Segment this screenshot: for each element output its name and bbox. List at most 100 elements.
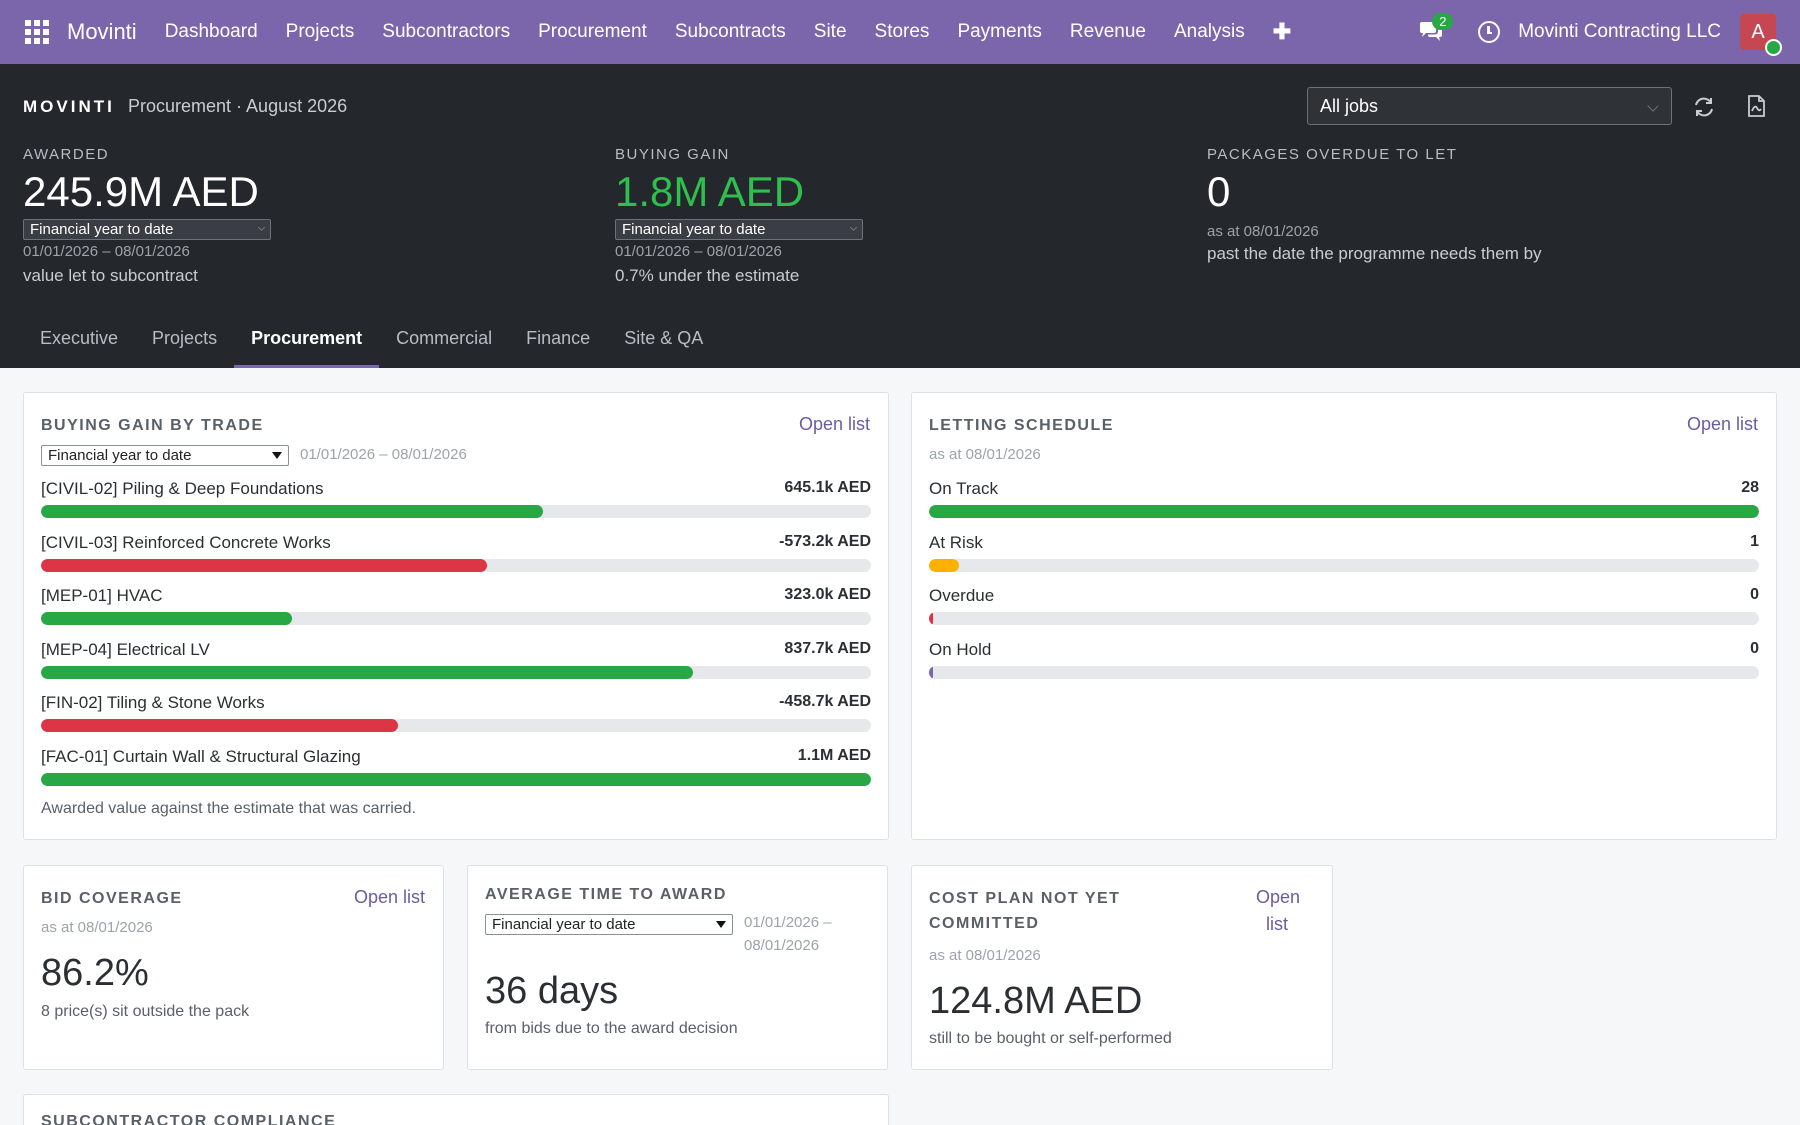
trade-label: [CIVIL-03] Reinforced Concrete Works	[41, 532, 331, 552]
trade-value: 645.1k AED	[784, 479, 871, 496]
menu-projects[interactable]: Projects	[285, 21, 355, 42]
company-switcher[interactable]: Movinti Contracting LLC	[1518, 21, 1721, 42]
kpi-label: PACKAGES OVERDUE TO LET	[1207, 146, 1458, 163]
menu-stores[interactable]: Stores	[874, 21, 930, 42]
letting-row[interactable]: Overdue 0	[929, 586, 1759, 636]
trade-bar-fill	[41, 719, 398, 732]
buying-gain-card: BUYING GAIN BY TRADE Open list Financial…	[23, 392, 889, 840]
letting-value: 0	[1750, 586, 1759, 603]
letting-row[interactable]: On Track 28	[929, 479, 1759, 529]
kpi-value: 245.9M AED	[23, 168, 259, 215]
menu-subcontractors[interactable]: Subcontractors	[382, 21, 511, 42]
letting-row[interactable]: On Hold 0	[929, 640, 1759, 690]
subcontractor-compliance-card: SUBCONTRACTOR COMPLIANCE	[23, 1094, 889, 1125]
letting-row[interactable]: At Risk 1	[929, 533, 1759, 583]
chat-icon[interactable]: 2	[1418, 13, 1454, 43]
trade-label: [FIN-02] Tiling & Stone Works	[41, 693, 265, 712]
period-select-value: Financial year to date	[492, 916, 636, 933]
trade-row[interactable]: [CIVIL-02] Piling & Deep Foundations 645.…	[41, 479, 871, 529]
period-select-value: Financial year to date	[48, 447, 192, 464]
menu-payments[interactable]: Payments	[957, 21, 1042, 42]
dashboard-header: MOVINTI Procurement · August 2026 All jo…	[0, 64, 1800, 368]
kpi-label: BUYING GAIN	[615, 146, 730, 163]
period-dates: 01/01/2026 –	[744, 914, 832, 931]
dashboard-tabs: Executive Projects Procurement Commercia…	[23, 310, 720, 368]
open-list-link[interactable]: Open list	[353, 887, 425, 907]
trade-row[interactable]: [CIVIL-03] Reinforced Concrete Works -573…	[41, 533, 871, 583]
chevron-down-icon	[1647, 100, 1659, 112]
trade-value: 1.1M AED	[797, 746, 871, 764]
trade-bar-fill	[41, 772, 871, 786]
kpi-note: value let to subcontract	[23, 266, 198, 285]
card-title: BID COVERAGE	[41, 890, 183, 907]
card-title: COST PLAN NOT YET	[929, 890, 1121, 907]
trade-bar-track	[41, 772, 871, 786]
letting-value: 0	[1750, 639, 1759, 657]
open-list-link[interactable]: list	[1266, 914, 1288, 934]
tab-commercial[interactable]: Commercial	[396, 328, 493, 348]
letting-bar-fill	[929, 612, 934, 625]
period-select[interactable]: Financial year to date	[41, 445, 289, 466]
period-select[interactable]: Financial year to date	[23, 219, 271, 240]
menu-dashboard[interactable]: Dashboard	[164, 21, 258, 42]
letting-label: On Hold	[929, 639, 992, 659]
pdf-export-icon[interactable]	[1745, 94, 1767, 118]
plus-icon[interactable]: ✚	[1272, 19, 1292, 44]
metric-note: still to be bought or self-performed	[929, 1030, 1172, 1047]
period-select-value: Financial year to date	[622, 221, 766, 238]
as-at-date: as at 08/01/2026	[929, 947, 1041, 964]
dashboard-subtitle: Procurement · August 2026	[128, 96, 348, 116]
top-navbar: Movinti Dashboard Projects Subcontractor…	[0, 0, 1800, 64]
trade-bar-track	[41, 505, 871, 518]
letting-label: Overdue	[929, 586, 995, 605]
card-footnote: Awarded value against the estimate that …	[41, 800, 417, 817]
tab-site-qa[interactable]: Site & QA	[624, 328, 704, 348]
letting-schedule-card: LETTING SCHEDULE Open list as at 08/01/2…	[911, 392, 1777, 840]
apps-grid-icon[interactable]	[25, 20, 49, 44]
kpi-value: 0	[1207, 168, 1231, 215]
menu-analysis[interactable]: Analysis	[1173, 21, 1245, 42]
trade-value: -458.7k AED	[779, 693, 871, 710]
tab-projects[interactable]: Projects	[152, 328, 218, 348]
open-list-link[interactable]: Open	[1256, 887, 1301, 907]
card-title: LETTING SCHEDULE	[929, 417, 1114, 434]
metric-note: 8 price(s) sit outside the pack	[41, 1003, 250, 1020]
trade-bar-track	[41, 665, 871, 679]
trade-label: [CIVIL-02] Piling & Deep Foundations	[41, 479, 324, 498]
letting-value: 28	[1741, 479, 1759, 496]
letting-bar-fill	[929, 665, 934, 679]
open-list-link[interactable]: Open list	[1686, 414, 1758, 434]
navbar-right: 2 Movinti Contracting LLC A	[1418, 0, 1800, 64]
period-select[interactable]: Financial year to date	[615, 219, 863, 240]
open-list-link[interactable]: Open list	[798, 414, 870, 434]
letting-bar-track	[929, 558, 1759, 572]
tab-executive[interactable]: Executive	[40, 328, 119, 348]
tab-finance[interactable]: Finance	[526, 328, 591, 348]
menu-site[interactable]: Site	[813, 21, 847, 42]
menu-subcontracts[interactable]: Subcontracts	[674, 21, 786, 42]
period-select[interactable]: Financial year to date	[485, 914, 733, 935]
kpi-dates: as at 08/01/2026	[1207, 223, 1319, 240]
clock-icon[interactable]	[1478, 21, 1501, 43]
period-dates: 01/01/2026 – 08/01/2026	[300, 446, 467, 463]
card-title: AVERAGE TIME TO AWARD	[485, 886, 727, 903]
letting-bar-fill	[929, 558, 959, 572]
refresh-icon[interactable]	[1692, 95, 1716, 119]
trade-row[interactable]: [FIN-02] Tiling & Stone Works -458.7k AED	[41, 693, 871, 743]
main-menu: Dashboard Projects Subcontractors Procur…	[151, 19, 1305, 45]
kpi-awarded: AWARDED 245.9M AED Financial year to dat…	[23, 146, 583, 286]
period-dates: 08/01/2026	[744, 937, 820, 954]
avatar[interactable]: A	[1740, 14, 1782, 56]
app-brand[interactable]: Movinti	[67, 19, 137, 44]
tab-procurement[interactable]: Procurement	[234, 310, 380, 368]
chevron-down-icon	[849, 223, 858, 232]
job-filter-select[interactable]: All jobs	[1307, 87, 1672, 125]
kpi-note: past the date the programme needs them b…	[1207, 244, 1542, 263]
menu-procurement[interactable]: Procurement	[538, 21, 647, 42]
kpi-buying-gain: BUYING GAIN 1.8M AED Financial year to d…	[615, 146, 1175, 286]
menu-revenue[interactable]: Revenue	[1069, 21, 1146, 42]
trade-row[interactable]: [MEP-04] Electrical LV 837.7k AED	[41, 640, 871, 690]
trade-row[interactable]: [MEP-01] HVAC 323.0k AED	[41, 586, 871, 636]
trade-row[interactable]: [FAC-01] Curtain Wall & Structural Glazi…	[41, 747, 871, 797]
kpi-label: AWARDED	[23, 146, 110, 163]
